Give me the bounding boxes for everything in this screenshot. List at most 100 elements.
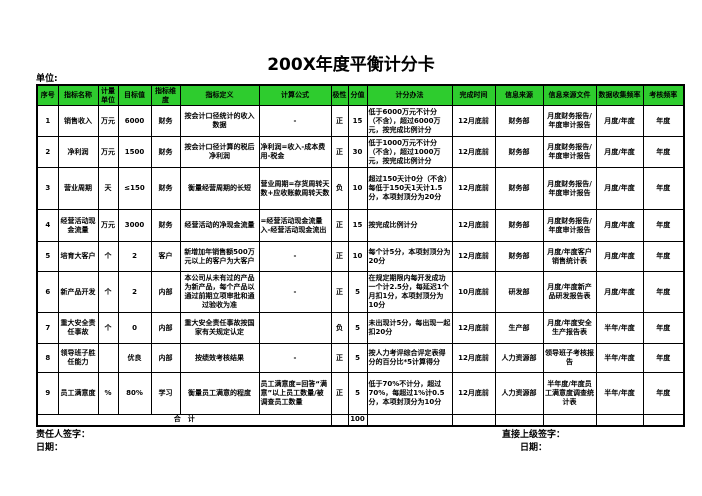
table-cell: - [258, 343, 332, 373]
table-cell: 7 [36, 312, 59, 344]
column-header: 计算公式 [258, 84, 332, 106]
table-cell: 月度/年度 [595, 271, 644, 313]
table-cell: 新增加年销售额500万元以上的客户为大客户 [179, 241, 260, 272]
table-cell: 月度财务报告/年度审计报告 [542, 209, 597, 242]
table-cell: 5 [347, 372, 368, 415]
table-cell: 重大安全责任事故按国家有关规定认定 [179, 312, 260, 344]
table-cell: 正 [330, 241, 349, 272]
table-cell: 净利润=收入-成本费用-税金 [258, 136, 332, 168]
table-cell: 按会计口径统计的收入数据 [179, 105, 260, 137]
table-cell: 年度 [642, 209, 685, 242]
table-cell: 半年/年度 [595, 343, 644, 373]
table-cell: 个 [97, 312, 119, 344]
table-cell: 领导班子考核报告 [542, 343, 597, 373]
table-cell: 0 [117, 312, 152, 344]
table-cell: 半年/年度 [595, 312, 644, 344]
column-header: 序号 [36, 84, 59, 106]
table-cell: 正 [330, 105, 349, 137]
table-cell: 本公司从未有过的产品为新产品，每个产品以通过前期立项审批和通过验收为准 [179, 271, 260, 313]
table-cell: 3 [36, 167, 59, 210]
table-cell: 月度/年度安全生产报告表 [542, 312, 597, 344]
table-cell: 经营活动现金流量 [57, 209, 99, 242]
table-cell: 客户 [150, 241, 181, 272]
table-cell: 按人力考评综合评定表得分的百分比*5计算得分 [366, 343, 453, 373]
table-cell: 按完成比例计分 [366, 209, 453, 242]
total-row: 合 计 100 [36, 414, 685, 426]
table-cell: 低于1000万元不计分（不含），超过1000万元，按完成比例计分 [366, 136, 453, 168]
table-cell: 6000 [117, 105, 152, 137]
table-cell: - [258, 241, 332, 272]
table-cell: 重大安全责任事故 [57, 312, 99, 344]
table-cell: 1 [36, 105, 59, 137]
table-cell: 低于70%不计分，超过70%，每超过1%计0.5分，本项封顶分为10分 [366, 372, 453, 415]
header-row: 序号 指标名称 计量单位 目标值 指标维度 指标定义 计算公式 极性 分值 计分办法 完成时间 信息来… [36, 84, 685, 106]
table-cell: 万元 [97, 136, 119, 168]
table-cell: 内部 [150, 271, 181, 313]
table-cell: 5 [347, 312, 368, 344]
table-cell: 财务 [150, 167, 181, 210]
table-cell: 年度 [642, 372, 685, 415]
table-cell: 财务部 [494, 136, 544, 168]
table-cell: 15 [347, 209, 368, 242]
table-cell: 财务 [150, 136, 181, 168]
table-cell: 月度财务报告/年度审计报告 [542, 105, 597, 137]
table-cell: 2 [117, 241, 152, 272]
table-cell: 财务部 [494, 241, 544, 272]
column-header: 计量单位 [97, 84, 119, 106]
table-cell: 12月底前 [451, 312, 496, 344]
table-cell: 财务部 [494, 209, 544, 242]
table-cell: 半年度/年度员工满意度调查统计表 [542, 372, 597, 415]
table-cell: 2 [36, 136, 59, 168]
table-cell: 优良 [117, 343, 152, 373]
table-row: 5 培育大客户个 2 客户 新增加年销售额500万元以上的客户为大客户 - 正 10 每个计5分… [36, 241, 685, 272]
table-row: 1 销售收入 万元 6000 财务 按会计口径统计的收入数据 - 正 15 低于6000万元不计分… [36, 105, 685, 137]
table-row: 2 净利润 万元 1500 财务 按会计口径计算的税后净利润 净利润=收入-成本费用-税金正… [36, 136, 685, 168]
table-cell: 12月底前 [451, 209, 496, 242]
table-cell: 正 [330, 343, 349, 373]
table-cell: 5 [347, 271, 368, 313]
column-header: 考核频率 [642, 84, 685, 106]
table-cell: 正 [330, 271, 349, 313]
table-row: 4 经营活动现金流量 万元 3000 财务 经营活动的净现金流量 =经营活动现金流量入-经营… [36, 209, 685, 242]
table-cell: 营业周期 [57, 167, 99, 210]
table-cell: 每个计5分，本项封顶分为20分 [366, 241, 453, 272]
table-row: 6 新产品开发个 2 内部 本公司从未有过的产品为新产品，每个产品以通过前期立项审批和通… [36, 271, 685, 313]
table-cell: 天 [97, 167, 119, 210]
table-cell: 按绩效考核结果 [179, 343, 260, 373]
table-cell: 营业周期=存货周转天数+应收账款周转天数 [258, 167, 332, 210]
table-cell: 销售收入 [57, 105, 99, 137]
column-header: 目标值 [117, 84, 152, 106]
table-cell: 负 [330, 167, 349, 210]
table-cell: 衡量经营周期的长短 [179, 167, 260, 210]
responsible-signature-label: 责任人签字： [36, 430, 91, 440]
table-cell: 年度 [642, 241, 685, 272]
table-cell: 万元 [97, 105, 119, 137]
table-cell: 研发部 [494, 271, 544, 313]
date-right-label: 日期： [520, 443, 548, 453]
total-score: 100 [347, 414, 368, 426]
table-cell: 半年/年度 [595, 372, 644, 415]
table-cell: 月度/年度 [595, 136, 644, 168]
column-header: 指标名称 [57, 84, 99, 106]
table-cell: 财务 [150, 105, 181, 137]
table-cell: 财务部 [494, 105, 544, 137]
table-cell: 月度/年度客户销售统计表 [542, 241, 597, 272]
table-cell [451, 414, 496, 426]
table-cell: 内部 [150, 343, 181, 373]
table-cell [366, 414, 453, 426]
column-header: 信息来源 [494, 84, 544, 106]
table-cell: 月度/年度 [595, 209, 644, 242]
table-cell: 在规定期限内每开发成功一个计2.5分，每延迟1个月扣1分，本项封顶分为10分 [366, 271, 453, 313]
table-cell: 新产品开发 [57, 271, 99, 313]
column-header: 计分办法 [366, 84, 453, 106]
table-row: 7 重大安全责任事故个 0 内部 重大安全责任事故按国家有关规定认定 负 5 未出现计5分，每… [36, 312, 685, 344]
table-cell: 个 [97, 241, 119, 272]
column-header: 完成时间 [451, 84, 496, 106]
table-cell: 10 [347, 241, 368, 272]
table-cell: 领导班子胜任能力 [57, 343, 99, 373]
table-cell: 10 [347, 167, 368, 210]
column-header: 分值 [347, 84, 368, 106]
table-cell [494, 414, 544, 426]
table-cell [595, 414, 644, 426]
table-cell: - [258, 271, 332, 313]
